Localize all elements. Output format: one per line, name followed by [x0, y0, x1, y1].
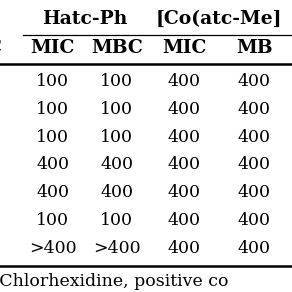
Text: 100: 100	[36, 73, 69, 90]
Text: 400: 400	[167, 212, 201, 229]
Text: >400: >400	[29, 240, 77, 257]
Text: MBC: MBC	[91, 39, 143, 57]
Text: 400: 400	[36, 157, 69, 173]
Text: 400: 400	[237, 212, 271, 229]
Text: 400: 400	[167, 157, 201, 173]
Text: >400: >400	[93, 240, 141, 257]
Text: 400: 400	[237, 157, 271, 173]
Text: C: C	[0, 39, 1, 57]
Text: [Co(atc-Me]: [Co(atc-Me]	[156, 10, 282, 28]
Text: 400: 400	[100, 157, 133, 173]
Text: : Chlorhexidine, positive co: : Chlorhexidine, positive co	[0, 273, 229, 290]
Text: MIC: MIC	[162, 39, 206, 57]
Text: 400: 400	[237, 129, 271, 146]
Text: 400: 400	[237, 240, 271, 257]
Text: MB: MB	[236, 39, 272, 57]
Text: 400: 400	[100, 184, 133, 201]
Text: 100: 100	[36, 212, 69, 229]
Text: 100: 100	[36, 101, 69, 118]
Text: 100: 100	[100, 73, 133, 90]
Text: 400: 400	[167, 73, 201, 90]
Text: 400: 400	[36, 184, 69, 201]
Text: 400: 400	[167, 240, 201, 257]
Text: 400: 400	[167, 129, 201, 146]
Text: 400: 400	[167, 184, 201, 201]
Text: 400: 400	[237, 73, 271, 90]
Text: 400: 400	[237, 184, 271, 201]
Text: MIC: MIC	[30, 39, 75, 57]
Text: 100: 100	[100, 101, 133, 118]
Text: 100: 100	[100, 129, 133, 146]
Text: 400: 400	[237, 101, 271, 118]
Text: 100: 100	[36, 129, 69, 146]
Text: 100: 100	[100, 212, 133, 229]
Text: Hatc-Ph: Hatc-Ph	[42, 10, 127, 28]
Text: 400: 400	[167, 101, 201, 118]
